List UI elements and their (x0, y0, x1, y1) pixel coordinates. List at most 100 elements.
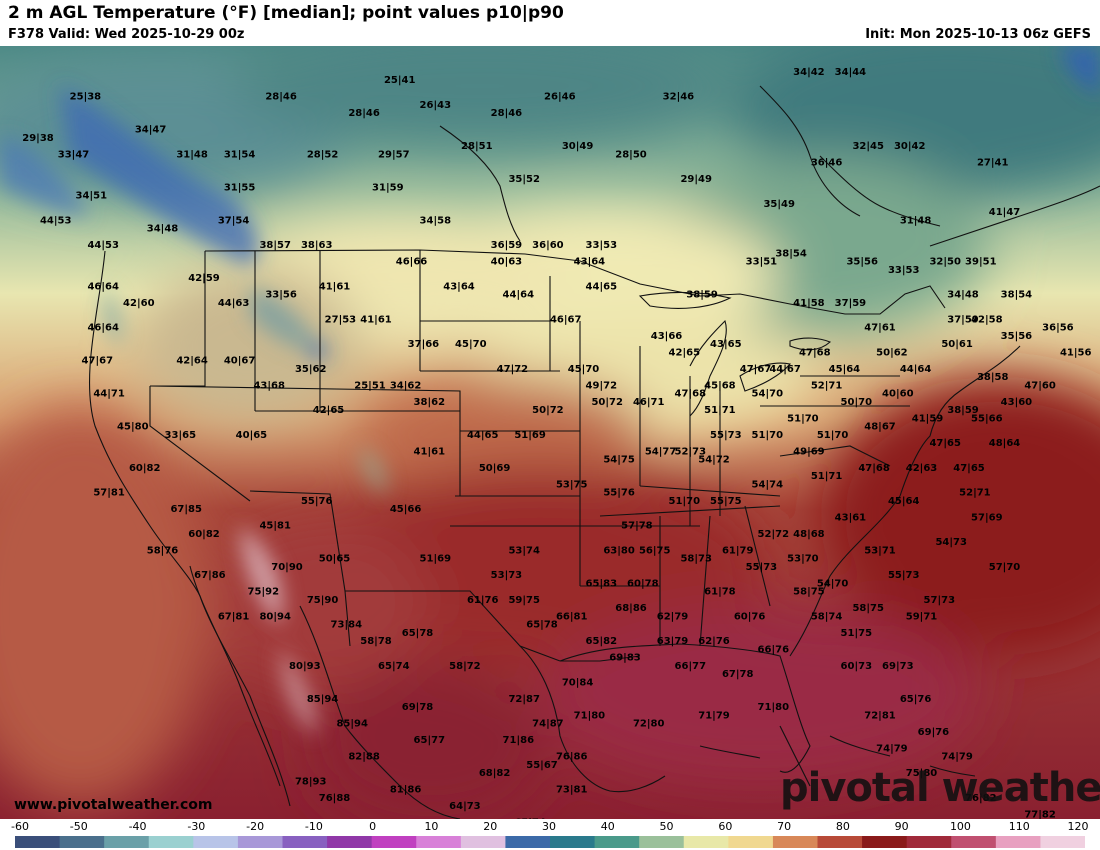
colorbar-segment (683, 836, 729, 848)
colorbar-segment (193, 836, 239, 848)
point-value: 32|46 (663, 92, 695, 103)
point-value: 65|82 (586, 636, 618, 647)
point-value: 33|51 (746, 257, 778, 268)
point-value: 81|86 (390, 785, 422, 796)
point-value: 45|70 (568, 364, 600, 375)
point-value: 60|76 (734, 611, 766, 622)
point-value: 53|70 (787, 554, 819, 565)
point-value: 58|78 (360, 636, 392, 647)
point-value: 40|65 (236, 430, 268, 441)
point-value: 51|75 (841, 628, 873, 639)
point-value: 29|38 (22, 133, 54, 144)
init-time: Init: Mon 2025-10-13 06z GEFS (865, 27, 1091, 42)
point-value: 43|66 (651, 331, 683, 342)
point-value: 55|76 (301, 496, 333, 507)
point-value: 37|59 (947, 314, 979, 325)
point-value: 36|60 (532, 240, 564, 251)
point-value: 51|69 (420, 554, 452, 565)
point-value: 55|73 (746, 562, 778, 573)
point-value: 55|67 (526, 760, 558, 771)
colorbar-segment (59, 836, 105, 848)
point-value: 31|59 (372, 182, 404, 193)
point-value: 50|65 (319, 554, 351, 565)
point-value: 26|43 (420, 100, 452, 111)
point-value: 47|68 (675, 389, 707, 400)
point-value: 76|88 (319, 793, 351, 804)
colorbar-tick-label: 100 (949, 820, 971, 833)
point-value: 35|62 (295, 364, 327, 375)
colorbar-tick-label: 90 (894, 820, 909, 833)
point-value: 58|75 (852, 603, 884, 614)
point-value: 67|81 (218, 611, 250, 622)
point-value: 25|41 (384, 75, 416, 86)
colorbar-segment (951, 836, 997, 848)
point-value: 58|73 (680, 554, 712, 565)
point-value: 69|78 (402, 702, 434, 713)
point-value: 61|78 (704, 587, 736, 598)
point-value: 52|72 (758, 529, 790, 540)
point-value: 41|61 (319, 281, 351, 292)
point-value: 72|80 (633, 719, 665, 730)
point-value: 62|76 (698, 636, 730, 647)
point-value: 57|81 (93, 488, 125, 499)
point-value: 48|68 (793, 529, 825, 540)
point-value: 73|81 (556, 785, 588, 796)
point-values: 25|38 29|38 33|47 34|51 44|53 44|53 34|47 31|48… (22, 67, 1091, 819)
point-value: 60|82 (188, 529, 220, 540)
point-value: 71|86 (503, 735, 535, 746)
point-value: 44|53 (40, 215, 72, 226)
point-value: 76|82 (965, 793, 997, 804)
point-value: 45|64 (888, 496, 920, 507)
map-canvas: 25|38 29|38 33|47 34|51 44|53 44|53 34|47 31|48… (0, 46, 1100, 819)
colorbar-tick-label: -60 (11, 820, 29, 833)
point-value: 51|70 (669, 496, 701, 507)
point-value: 77|82 (1024, 809, 1056, 819)
lake-michigan (689, 319, 727, 417)
point-value: 47|72 (497, 364, 529, 375)
point-value: 68|86 (615, 603, 647, 614)
point-value: 38|57 (259, 240, 291, 251)
colorbar-segment (817, 836, 863, 848)
point-value: 65|74 (514, 818, 546, 819)
point-value: 74|79 (941, 752, 973, 763)
point-value: 61|76 (467, 595, 499, 606)
point-value: 47|67 (740, 364, 772, 375)
point-value: 76|86 (556, 752, 588, 763)
point-value: 47|60 (1024, 380, 1056, 391)
point-value: 63|80 (603, 545, 635, 556)
point-value: 40|60 (882, 389, 914, 400)
point-value: 45|70 (455, 339, 487, 350)
temperature-map[interactable]: 25|38 29|38 33|47 34|51 44|53 44|53 34|47 31|48… (0, 46, 1100, 819)
gulf-coast (559, 643, 811, 773)
point-value: 42|59 (188, 273, 220, 284)
point-value: 47|61 (864, 323, 896, 334)
point-value: 41|59 (912, 413, 944, 424)
point-value: 60|78 (627, 578, 659, 589)
point-value: 85|94 (336, 719, 368, 730)
point-value: 80|93 (289, 661, 321, 672)
point-value: 85|94 (307, 694, 339, 705)
point-value: 53|75 (556, 479, 588, 490)
point-value: 72|87 (508, 694, 540, 705)
colorbar-tick-label: -40 (128, 820, 147, 833)
point-value: 80|94 (259, 611, 291, 622)
point-value: 47|68 (799, 347, 831, 358)
point-value: 46|64 (87, 281, 119, 292)
point-value: 78|93 (295, 776, 327, 787)
point-value: 57|69 (971, 512, 1003, 523)
point-value: 46|71 (633, 397, 665, 408)
point-value: 52|73 (675, 446, 707, 457)
colorbar-tick-label: 40 (600, 820, 615, 833)
point-value: 36|56 (1042, 323, 1074, 334)
point-value: 42|65 (313, 405, 345, 416)
colorbar-segment (327, 836, 373, 848)
point-value: 43|60 (1001, 397, 1033, 408)
point-value: 38|63 (301, 240, 333, 251)
point-value: 67|78 (722, 669, 754, 680)
caribbean-islands (829, 735, 891, 757)
point-value: 65|76 (900, 694, 932, 705)
lake-erie (739, 362, 792, 392)
point-value: 41|61 (360, 314, 392, 325)
colorbar-segment (772, 836, 819, 848)
point-value: 30|49 (562, 141, 594, 152)
